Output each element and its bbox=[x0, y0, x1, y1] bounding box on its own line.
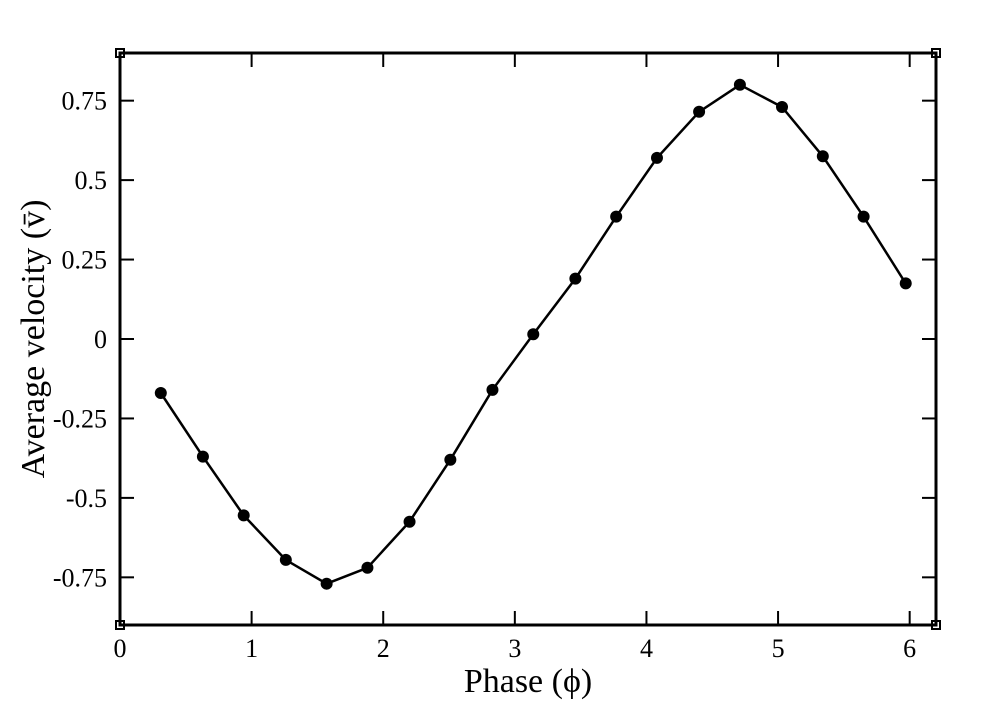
data-point bbox=[610, 210, 623, 223]
data-point bbox=[857, 210, 870, 223]
data-point bbox=[527, 328, 540, 341]
plot-frame bbox=[118, 51, 938, 627]
data-point bbox=[650, 151, 663, 164]
y-tick-label: 0.5 bbox=[75, 166, 108, 195]
data-point bbox=[361, 561, 374, 574]
data-point bbox=[569, 272, 582, 285]
x-axis-ticks: 0 1 2 3 4 5 6 bbox=[114, 53, 916, 663]
data-point bbox=[403, 515, 416, 528]
x-axis-title: Phase (ϕ) bbox=[464, 663, 592, 700]
x-tick-label: 0 bbox=[114, 634, 127, 663]
data-point bbox=[196, 450, 209, 463]
data-point bbox=[816, 150, 829, 163]
data-point bbox=[486, 383, 499, 396]
y-tick-label: 0.75 bbox=[62, 87, 108, 116]
data-point bbox=[154, 387, 167, 400]
y-tick-label: -0.5 bbox=[66, 484, 107, 513]
data-point bbox=[733, 78, 746, 91]
data-point bbox=[693, 105, 706, 118]
data-point bbox=[320, 577, 333, 590]
y-tick-label: 0.25 bbox=[62, 246, 108, 275]
x-tick-label: 1 bbox=[245, 634, 258, 663]
y-tick-label: -0.75 bbox=[53, 563, 107, 592]
x-tick-label: 3 bbox=[508, 634, 521, 663]
y-tick-label: 0 bbox=[94, 325, 107, 354]
data-point bbox=[237, 509, 250, 522]
y-tick-label: -0.25 bbox=[53, 404, 107, 433]
x-tick-label: 6 bbox=[903, 634, 916, 663]
x-tick-label: 5 bbox=[772, 634, 785, 663]
series-points-group bbox=[154, 78, 912, 590]
frame-corner-mark bbox=[931, 620, 941, 630]
y-axis-ticks: -0.75 -0.5 -0.25 0 0.25 0.5 0.75 bbox=[53, 87, 936, 592]
data-point bbox=[279, 553, 292, 566]
x-tick-label: 4 bbox=[640, 634, 653, 663]
data-point bbox=[899, 277, 912, 290]
frame-corner-marks bbox=[115, 48, 941, 630]
data-point bbox=[444, 453, 457, 466]
frame-corner-mark bbox=[931, 48, 941, 58]
y-axis-title: Average velocity (v̄) bbox=[15, 200, 52, 479]
x-tick-label: 2 bbox=[377, 634, 390, 663]
data-point bbox=[776, 101, 789, 114]
